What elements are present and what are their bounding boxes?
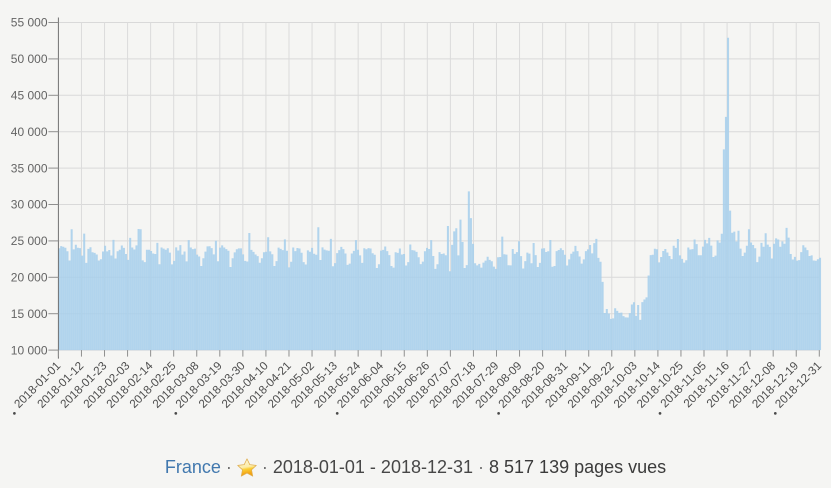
svg-text:20 000: 20 000 (11, 271, 48, 285)
svg-text:30 000: 30 000 (11, 198, 48, 212)
svg-text:40 000: 40 000 (11, 125, 48, 139)
svg-text:25 000: 25 000 (11, 234, 48, 248)
svg-text:55 000: 55 000 (11, 16, 48, 30)
svg-text:50 000: 50 000 (11, 52, 48, 66)
svg-text:35 000: 35 000 (11, 161, 48, 175)
svg-text:45 000: 45 000 (11, 89, 48, 103)
svg-text:10 000: 10 000 (11, 343, 48, 357)
svg-text:15 000: 15 000 (11, 307, 48, 321)
